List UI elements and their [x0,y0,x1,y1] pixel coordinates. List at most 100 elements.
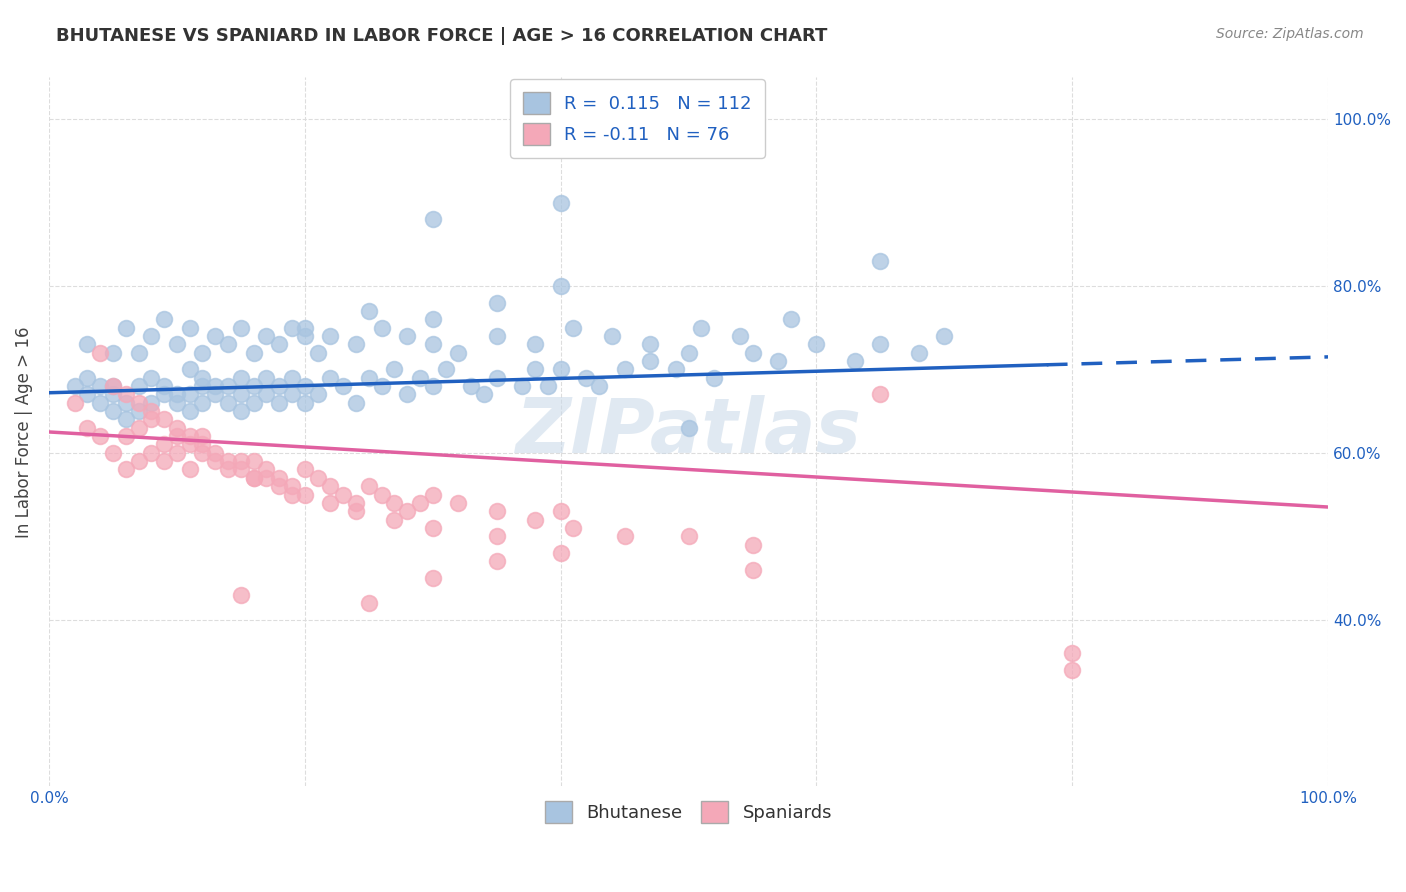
Point [166,421,188,435]
Point [229,454,252,468]
Point [114,320,136,334]
Point [294,462,316,476]
Point [242,454,264,468]
Point [613,362,636,376]
Point [562,320,585,334]
Point [128,396,150,410]
Point [166,396,188,410]
Point [370,379,392,393]
Point [242,396,264,410]
Point [370,487,392,501]
Point [550,279,572,293]
Point [294,396,316,410]
Point [128,421,150,435]
Point [101,345,124,359]
Point [550,504,572,518]
Point [294,487,316,501]
Point [128,454,150,468]
Point [153,312,176,326]
Point [191,379,214,393]
Point [76,337,98,351]
Point [638,337,661,351]
Point [307,471,329,485]
Point [524,337,547,351]
Point [524,512,547,526]
Point [281,479,304,493]
Point [204,379,226,393]
Point [357,304,380,318]
Point [153,379,176,393]
Point [396,329,419,343]
Point [422,571,444,585]
Point [229,462,252,476]
Point [382,496,405,510]
Point [485,295,508,310]
Point [485,554,508,568]
Point [191,437,214,451]
Point [141,446,163,460]
Point [409,496,432,510]
Point [357,370,380,384]
Point [357,479,380,493]
Point [191,429,214,443]
Point [766,354,789,368]
Point [319,370,342,384]
Point [242,471,264,485]
Point [89,345,111,359]
Point [307,387,329,401]
Point [422,312,444,326]
Point [101,379,124,393]
Point [254,370,277,384]
Point [217,379,239,393]
Point [128,404,150,418]
Point [550,195,572,210]
Point [166,387,188,401]
Point [1062,646,1084,660]
Point [269,396,291,410]
Point [332,487,354,501]
Point [281,487,304,501]
Point [357,596,380,610]
Point [89,429,111,443]
Point [269,479,291,493]
Point [665,362,688,376]
Point [780,312,803,326]
Point [447,496,470,510]
Point [434,362,457,376]
Point [229,588,252,602]
Point [703,370,725,384]
Point [422,212,444,227]
Point [485,504,508,518]
Point [550,362,572,376]
Point [141,370,163,384]
Point [191,370,214,384]
Point [153,454,176,468]
Point [179,387,201,401]
Point [114,462,136,476]
Point [422,337,444,351]
Point [281,320,304,334]
Point [114,396,136,410]
Point [254,462,277,476]
Point [89,379,111,393]
Point [179,429,201,443]
Point [153,412,176,426]
Point [550,546,572,560]
Point [204,454,226,468]
Point [844,354,866,368]
Point [191,396,214,410]
Point [114,412,136,426]
Point [332,379,354,393]
Point [254,387,277,401]
Point [179,320,201,334]
Point [307,345,329,359]
Point [485,529,508,543]
Point [141,412,163,426]
Point [344,496,367,510]
Y-axis label: In Labor Force | Age > 16: In Labor Force | Age > 16 [15,326,32,538]
Point [485,370,508,384]
Point [382,362,405,376]
Point [294,329,316,343]
Point [562,521,585,535]
Point [869,387,891,401]
